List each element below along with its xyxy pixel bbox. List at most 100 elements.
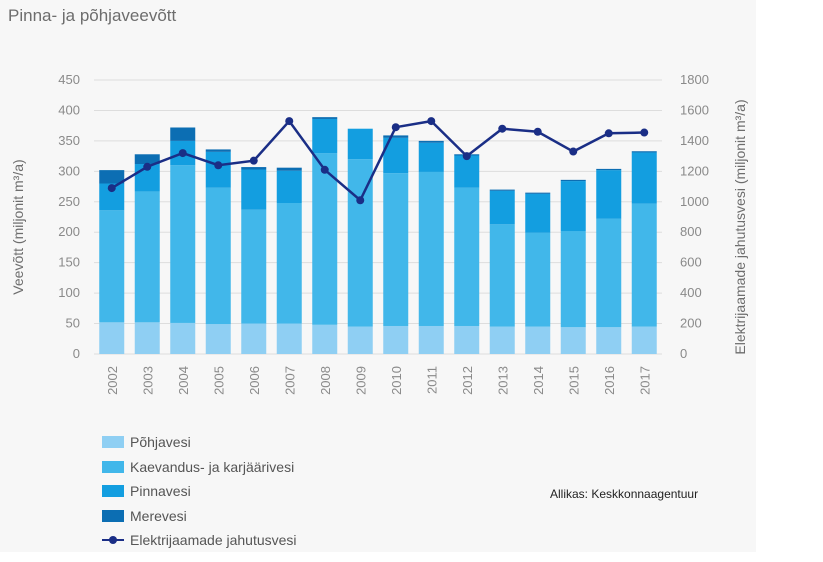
y-left-tick-label: 0 <box>73 346 80 361</box>
bar-segment <box>134 154 160 165</box>
legend: Põhjavesi Kaevandus- ja karjäärivesi Pin… <box>102 430 297 553</box>
y-right-tick-label: 600 <box>680 255 702 270</box>
line-point <box>214 161 223 170</box>
bar-segment <box>525 326 551 354</box>
bar-segment <box>134 191 160 323</box>
bar-segment <box>525 192 551 194</box>
line-point <box>356 196 365 205</box>
bar-segment <box>99 322 125 354</box>
legend-item-kaevandus: Kaevandus- ja karjäärivesi <box>102 455 297 480</box>
bar-segment <box>489 190 515 225</box>
y-left-tick-label: 400 <box>58 102 80 117</box>
chart-panel <box>0 0 756 552</box>
x-tick-label: 2008 <box>318 366 333 395</box>
bar-segment <box>276 202 302 324</box>
x-tick-label: 2014 <box>531 366 546 395</box>
x-tick-label: 2015 <box>566 366 581 395</box>
legend-item-jahutusvesi: Elektrijaamade jahutusvesi <box>102 528 297 553</box>
bar-segment <box>276 170 302 203</box>
line-point <box>498 124 507 133</box>
bar-segment <box>170 322 196 354</box>
bar-segment <box>347 159 373 327</box>
bar-segment <box>560 181 586 232</box>
line-point <box>391 123 400 132</box>
legend-item-pinnavesi: Pinnavesi <box>102 479 297 504</box>
x-tick-label: 2012 <box>460 366 475 395</box>
x-tick-label: 2002 <box>105 366 120 395</box>
bar-segment <box>347 128 373 160</box>
y-right-tick-label: 200 <box>680 316 702 331</box>
y-right-tick-label: 1800 <box>680 72 709 87</box>
bar-segment <box>312 117 338 119</box>
legend-label: Kaevandus- ja karjäärivesi <box>130 458 295 475</box>
y-right-tick-label: 0 <box>680 346 687 361</box>
y-left-tick-label: 50 <box>66 316 80 331</box>
legend-swatch <box>102 436 124 449</box>
x-tick-label: 2005 <box>211 366 226 395</box>
legend-swatch <box>102 509 124 522</box>
line-point <box>285 117 294 126</box>
bar-segment <box>454 187 480 326</box>
bar-segment <box>205 151 231 188</box>
line-point <box>143 162 152 171</box>
chart-title: Pinna- ja põhjaveevõtt <box>8 6 177 25</box>
x-tick-label: 2011 <box>424 366 439 394</box>
bar-segment <box>560 327 586 354</box>
x-tick-label: 2009 <box>353 366 368 395</box>
y-left-tick-label: 450 <box>58 72 80 87</box>
bar-segment <box>560 179 586 182</box>
bar-segment <box>489 224 515 327</box>
y-right-tick-label: 800 <box>680 224 702 239</box>
bar-segment <box>312 118 338 154</box>
x-tick-label: 2016 <box>602 366 617 395</box>
source-note: Allikas: Keskkonnaagentuur <box>550 487 699 501</box>
bar-segment <box>383 173 409 326</box>
x-tick-label: 2003 <box>140 366 155 395</box>
line-point <box>320 165 329 174</box>
line-point <box>640 128 649 137</box>
y-right-tick-label: 1600 <box>680 102 709 117</box>
bar-segment <box>99 210 125 323</box>
legend-label: Merevesi <box>130 507 187 524</box>
legend-label: Põhjavesi <box>130 434 191 451</box>
bar-segment <box>489 326 515 354</box>
bar-segment <box>276 167 302 171</box>
bar-segment <box>418 325 444 354</box>
bar-segment <box>99 170 125 184</box>
bar-segment <box>241 209 267 324</box>
legend-swatch <box>102 485 124 498</box>
y-left-tick-label: 150 <box>58 255 80 270</box>
bar-segment <box>347 326 373 354</box>
bar-segment <box>170 127 196 141</box>
bar-segment <box>205 149 231 152</box>
y-right-axis-title: Elektrijaamade jahutusvesi (miljonit m³/… <box>732 99 748 354</box>
bar-segment <box>525 232 551 327</box>
line-point <box>533 127 542 136</box>
bar-segment <box>418 140 444 143</box>
bar-segment <box>205 187 231 325</box>
y-left-tick-label: 200 <box>58 224 80 239</box>
legend-item-pohjavesi: Põhjavesi <box>102 430 297 455</box>
y-left-tick-label: 100 <box>58 285 80 300</box>
legend-swatch <box>102 460 124 473</box>
x-tick-label: 2010 <box>389 366 404 395</box>
bar-segment <box>596 327 622 354</box>
bar-segment <box>241 323 267 354</box>
y-left-tick-label: 300 <box>58 163 80 178</box>
x-tick-label: 2017 <box>637 366 652 395</box>
line-point <box>604 129 613 138</box>
line-point <box>462 152 471 161</box>
y-right-tick-label: 1000 <box>680 194 709 209</box>
legend-label: Pinnavesi <box>130 483 191 500</box>
bar-segment <box>631 151 657 153</box>
bar-segment <box>276 323 302 354</box>
bar-segment <box>596 170 622 219</box>
y-left-axis-title: Veevõtt (miljonit m³/a) <box>10 159 26 294</box>
legend-line-swatch <box>102 534 124 546</box>
bar-segment <box>383 325 409 354</box>
bar-segment <box>560 231 586 328</box>
bar-segment <box>312 324 338 354</box>
line-point <box>249 156 258 165</box>
bar-segment <box>454 325 480 354</box>
